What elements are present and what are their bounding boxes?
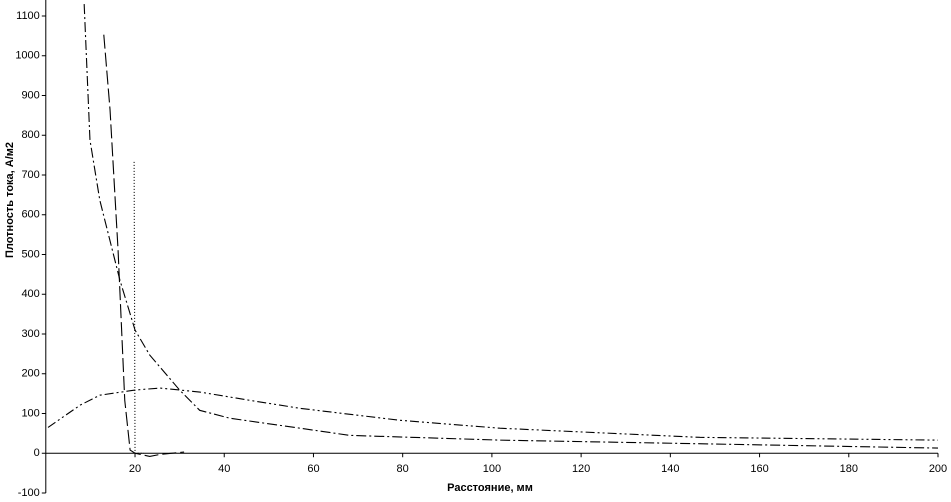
y-tick-label: 900 bbox=[21, 89, 39, 101]
x-tick-label: 100 bbox=[483, 463, 501, 475]
y-tick-label: 700 bbox=[21, 169, 39, 181]
x-tick-label: 120 bbox=[572, 463, 590, 475]
plot-area bbox=[47, 4, 939, 457]
y-tick-label: 100 bbox=[21, 407, 39, 419]
series-line bbox=[47, 387, 939, 441]
x-tick-label: 140 bbox=[661, 463, 679, 475]
y-tick-label: -100 bbox=[18, 487, 40, 499]
y-axis-title: Плотность тока, А/м2 bbox=[4, 142, 16, 258]
y-tick-label: 600 bbox=[21, 209, 39, 221]
x-tick-label: 20 bbox=[129, 463, 141, 475]
y-tick-label: 200 bbox=[21, 368, 39, 380]
y-tick-label: 1100 bbox=[16, 10, 40, 22]
y-tick-label: 1000 bbox=[15, 50, 39, 62]
y-tick-label: 300 bbox=[21, 328, 39, 340]
x-tick-label: 80 bbox=[397, 463, 409, 475]
x-tick-label: 60 bbox=[307, 463, 319, 475]
series-line bbox=[83, 4, 939, 449]
series-line bbox=[103, 34, 185, 457]
y-tick-label: 400 bbox=[21, 288, 39, 300]
y-tick-label: 0 bbox=[34, 447, 40, 459]
x-tick-label: 40 bbox=[218, 463, 230, 475]
series-line bbox=[133, 161, 144, 454]
x-axis-title: Расстояние, мм bbox=[447, 482, 533, 494]
x-tick-label: 200 bbox=[929, 463, 947, 475]
y-tick-label: 800 bbox=[21, 129, 39, 141]
x-tick-label: 180 bbox=[840, 463, 858, 475]
y-tick-label: 500 bbox=[21, 248, 39, 260]
x-tick-label: 160 bbox=[750, 463, 768, 475]
